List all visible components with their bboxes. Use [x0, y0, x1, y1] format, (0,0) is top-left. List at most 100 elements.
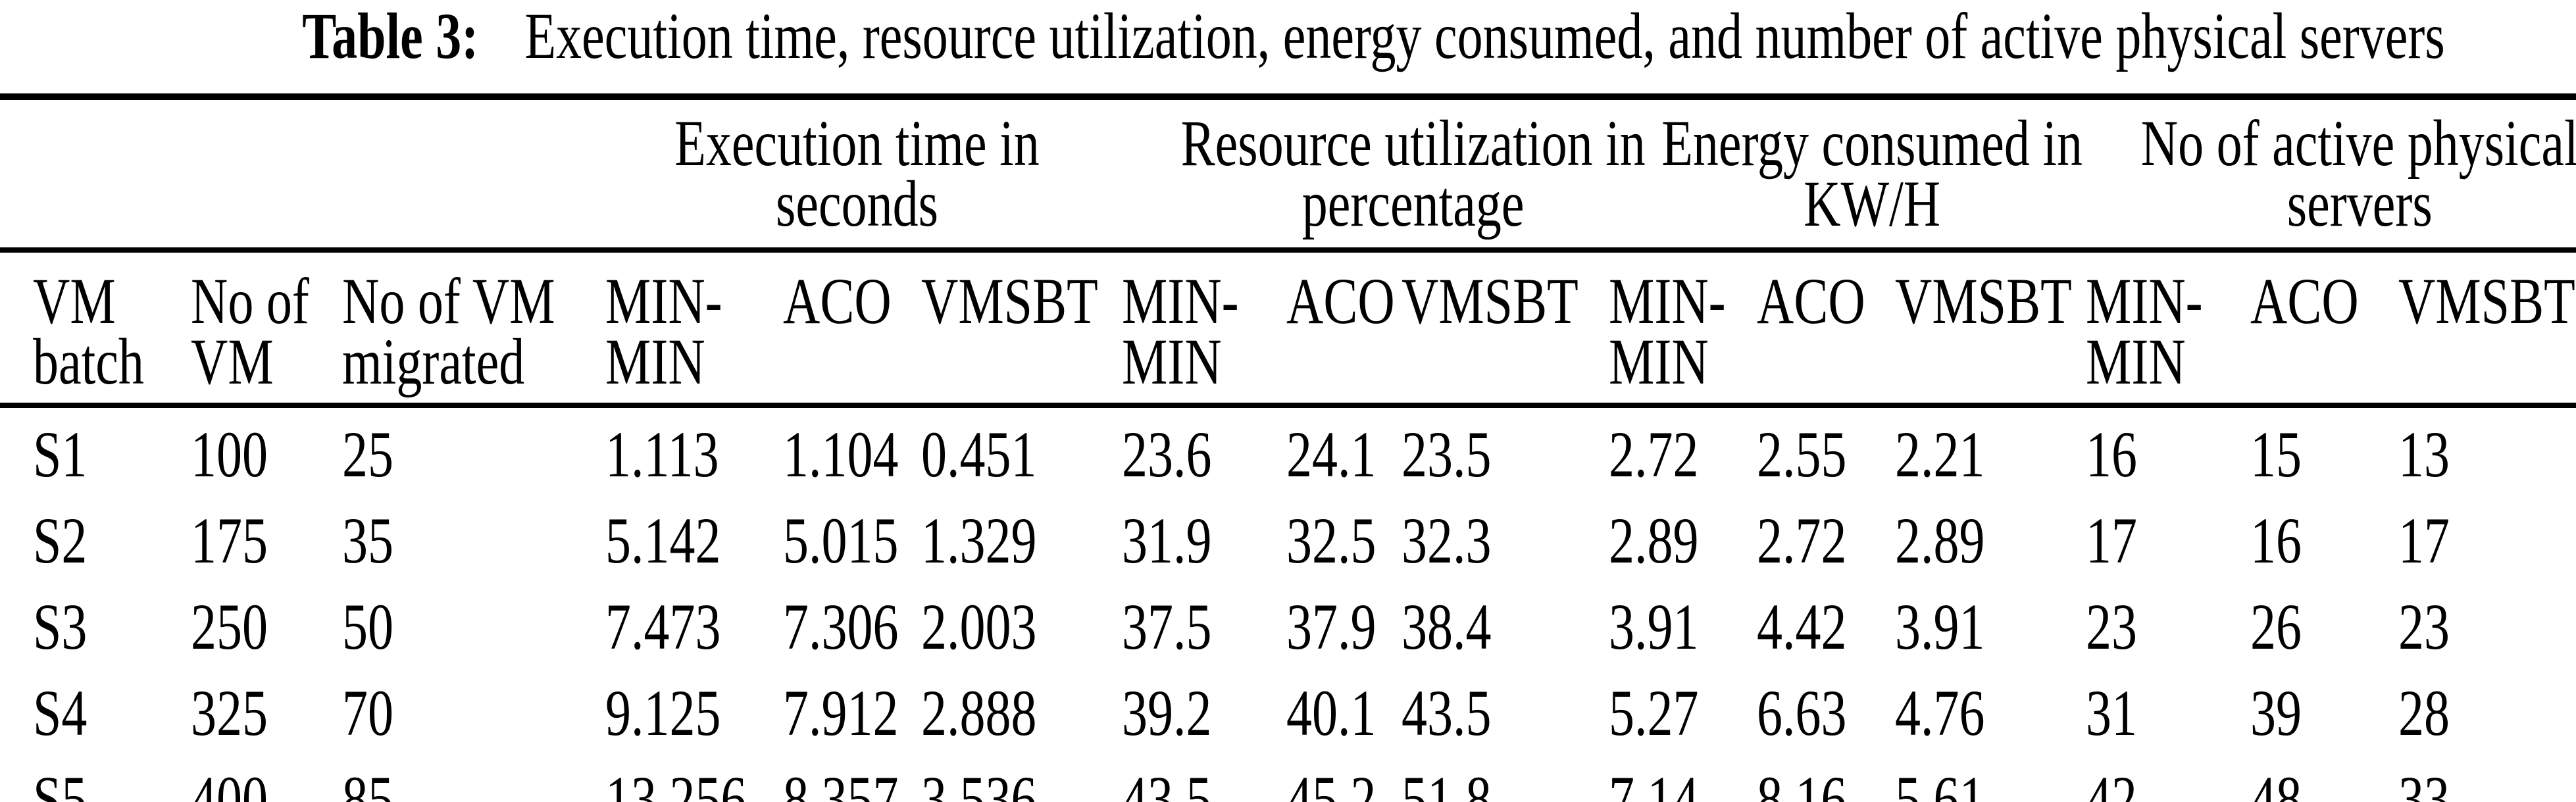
- cell-value: 325: [191, 676, 268, 749]
- cell-value: 23.6: [1122, 417, 1212, 491]
- table-cell: 5.015: [776, 494, 915, 580]
- table-cell: 50: [336, 580, 599, 666]
- col-header-aco-exec: ACO: [776, 250, 915, 408]
- table-cell: 45.2: [1280, 753, 1395, 802]
- col-header-label: VMSBT: [1895, 264, 2072, 338]
- col-header-label: VMSBT: [921, 264, 1098, 338]
- col-header-minmin-servers: MIN- MIN: [2079, 250, 2244, 408]
- cell-value: 2.72: [1609, 417, 1699, 491]
- cell-value: 31: [2086, 676, 2138, 749]
- table-cell: 2.003: [915, 580, 1115, 666]
- cell-value: 32.5: [1286, 503, 1376, 577]
- cell-value: 23: [2398, 589, 2450, 663]
- col-header-aco-energy: ACO: [1750, 250, 1889, 408]
- table-cell: 3.91: [1888, 580, 2079, 666]
- table-cell: 2.55: [1750, 405, 1888, 494]
- table-cell: 2.89: [1888, 494, 2079, 580]
- col-header-vmsbt-servers: VMSBT: [2392, 250, 2576, 408]
- column-header-row: VM batch No of VM No of VM migrated MIN-…: [0, 250, 2576, 408]
- table-cell: 37.9: [1280, 580, 1395, 666]
- table-cell: 40.1: [1280, 666, 1395, 753]
- cell-value: 17: [2086, 503, 2138, 577]
- cell-value: 6.63: [1757, 676, 1847, 749]
- cell-value: 8.357: [783, 762, 899, 802]
- cell-value: 37.9: [1286, 589, 1376, 663]
- cell-value: 48: [2250, 762, 2302, 802]
- table-cell: 5.142: [599, 494, 776, 580]
- col-header-vm-batch: VM batch: [0, 250, 184, 408]
- cell-value: 5.015: [783, 503, 899, 577]
- table-cell: 28: [2392, 666, 2576, 753]
- group-header-label: Resource utilization in percentage: [1180, 107, 1646, 240]
- cell-value: 15: [2250, 417, 2302, 491]
- table-cell: 23: [2079, 580, 2244, 666]
- table-cell: 5.27: [1602, 666, 1750, 753]
- table-cell: 17: [2392, 494, 2576, 580]
- table-cell: 3.91: [1602, 580, 1750, 666]
- table-cell: 85: [336, 753, 599, 802]
- cell-value: 38.4: [1402, 589, 1492, 663]
- cell-value: S2: [33, 503, 88, 577]
- table-cell: 7.14: [1602, 753, 1750, 802]
- col-header-label: ACO: [2250, 264, 2359, 338]
- cell-value: 7.473: [605, 589, 721, 663]
- table-cell: 100: [184, 405, 336, 494]
- table-cell: 23.5: [1395, 405, 1602, 494]
- cell-value: 4.42: [1757, 589, 1847, 663]
- table-cell: 70: [336, 666, 599, 753]
- table-cell: 48: [2244, 753, 2392, 802]
- col-header-label: MIN- MIN: [605, 264, 722, 398]
- cell-value: 50: [342, 589, 393, 663]
- group-header-row: Execution time in seconds Resource utili…: [0, 97, 2576, 253]
- table-cell: 51.8: [1395, 753, 1602, 802]
- data-table: Execution time in seconds Resource utili…: [0, 93, 2576, 802]
- table-cell: 31.9: [1115, 494, 1280, 580]
- col-header-vmsbt-util: VMSBT: [1395, 250, 1603, 408]
- cell-value: 31.9: [1122, 503, 1212, 577]
- table-row-s4: S4 325 70 9.125 7.912 2.888 39.2 40.1 43…: [0, 666, 2576, 753]
- table-cell: S3: [0, 580, 184, 666]
- table-cell: S2: [0, 494, 184, 580]
- table-cell: S1: [0, 405, 184, 494]
- cell-value: 45.2: [1286, 762, 1376, 802]
- table-caption-text: Table 3: Execution time, resource utiliza…: [302, 1, 2444, 70]
- col-header-label: VM batch: [33, 264, 144, 398]
- cell-value: 0.451: [921, 417, 1037, 491]
- table-cell: 43.5: [1395, 666, 1602, 753]
- table-cell: 43.5: [1115, 753, 1280, 802]
- cell-value: 32.3: [1402, 503, 1492, 577]
- cell-value: 35: [342, 503, 393, 577]
- cell-value: 85: [342, 762, 393, 802]
- table-cell: 2.89: [1602, 494, 1750, 580]
- table-cell: 8.357: [776, 753, 915, 802]
- cell-value: 42: [2086, 762, 2138, 802]
- col-header-minmin-exec: MIN- MIN: [599, 250, 776, 408]
- cell-value: S3: [33, 589, 88, 663]
- col-header-aco-servers: ACO: [2244, 250, 2392, 408]
- table-cell: 0.451: [915, 405, 1115, 494]
- col-header-vm-migrated: No of VM migrated: [336, 250, 599, 408]
- table-cell: 37.5: [1115, 580, 1280, 666]
- col-header-label: MIN- MIN: [1122, 264, 1239, 398]
- cell-value: 1.329: [921, 503, 1037, 577]
- cell-value: 3.91: [1609, 589, 1699, 663]
- table-cell: 25: [336, 405, 599, 494]
- col-header-minmin-util: MIN- MIN: [1115, 250, 1280, 408]
- cell-value: 70: [342, 676, 393, 749]
- cell-value: 2.21: [1895, 417, 1985, 491]
- table-cell: S4: [0, 666, 184, 753]
- cell-value: 16: [2250, 503, 2302, 577]
- table-caption: Table 3: Execution time, resource utiliza…: [0, 1, 2576, 70]
- cell-value: 1.113: [605, 417, 719, 491]
- table-cell: 2.888: [915, 666, 1115, 753]
- cell-value: 5.61: [1895, 762, 1985, 802]
- cell-value: 26: [2250, 589, 2302, 663]
- table-cell: 4.76: [1888, 666, 2079, 753]
- table-cell: 17: [2079, 494, 2244, 580]
- table-cell: 2.72: [1602, 405, 1750, 494]
- group-header-execution-time: Execution time in seconds: [599, 97, 1116, 253]
- cell-value: 17: [2398, 503, 2450, 577]
- col-header-aco-util: ACO: [1280, 250, 1396, 408]
- table-row-s2: S2 175 35 5.142 5.015 1.329 31.9 32.5 32…: [0, 494, 2576, 580]
